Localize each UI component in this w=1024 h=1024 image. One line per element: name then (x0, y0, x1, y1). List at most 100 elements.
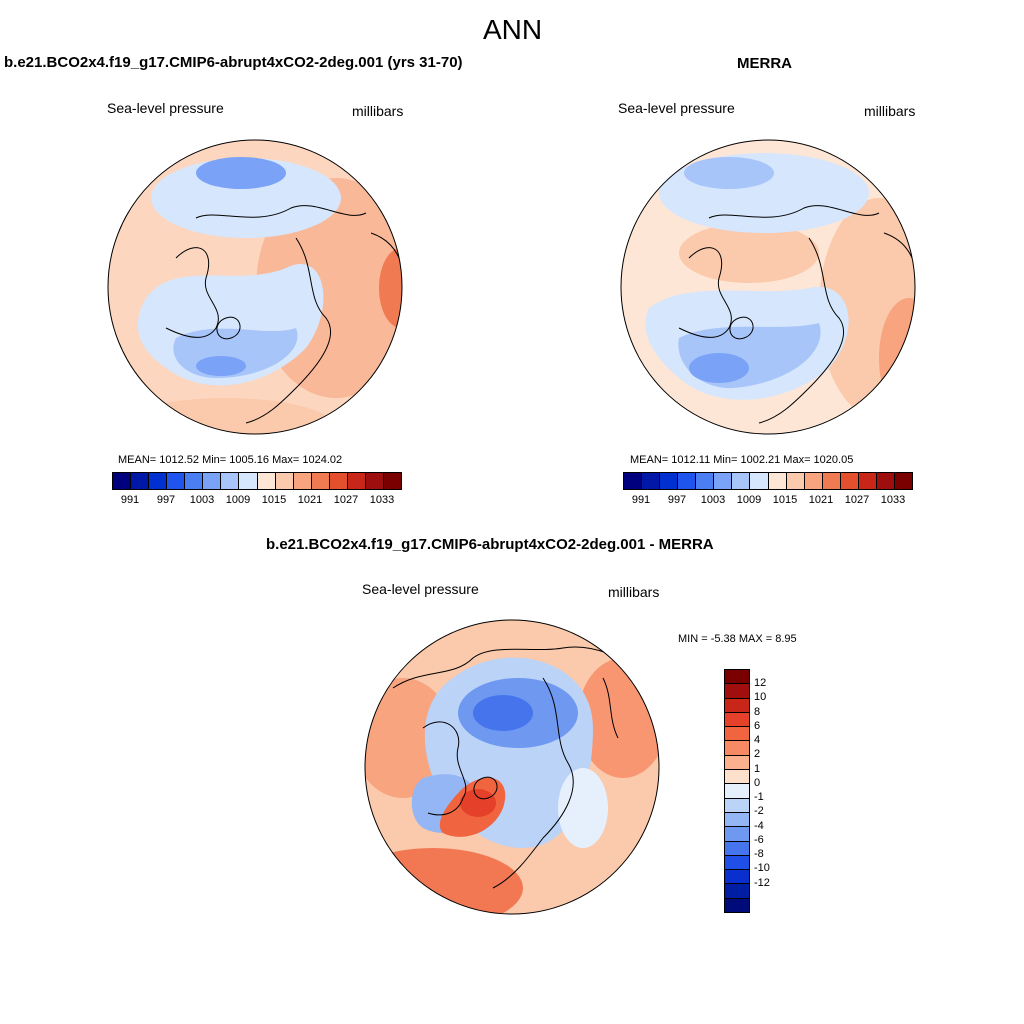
panel-2-units-label: millibars (864, 103, 916, 119)
panel-2-colorbar-swatch (750, 473, 769, 489)
panel-3-stats: MIN = -5.38 MAX = 8.95 (678, 633, 797, 645)
panel-2-colorbar-swatch (732, 473, 751, 489)
panel-3-colorbar-swatch (725, 684, 749, 699)
panel-2-colorbar-swatch (768, 473, 787, 489)
panel-2-colorbar-swatch (876, 473, 895, 489)
panel-2-colorbar-swatch (822, 473, 841, 489)
panel-3-colorbar-tick-label: 10 (754, 691, 767, 704)
panel-2-variable-label: Sea-level pressure (618, 100, 735, 116)
panel-3-colorbar-swatch (725, 727, 749, 742)
panel-3-colorbar-tick-label: 4 (754, 734, 761, 747)
panel-2-colorbar-swatch (642, 473, 661, 489)
panel-3-units-label: millibars (608, 584, 660, 600)
panel-3-colorbar-tick-label: 8 (754, 705, 761, 718)
panel-2-colorbar (623, 472, 913, 490)
panel-3-colorbar-swatch (725, 827, 749, 842)
panel-1-colorbar-tick-label: 991 (120, 494, 140, 506)
panel-3-colorbar-tick-label: -10 (754, 862, 770, 875)
panel-1-colorbar-swatch (131, 473, 150, 489)
panel-1-colorbar-swatch (365, 473, 384, 489)
panel-3-colorbar-tick-label: 12 (754, 677, 767, 690)
panel-3-colorbar-swatch (725, 841, 749, 856)
panel-1-polar-map (107, 139, 403, 435)
panel-2-title: MERRA (737, 55, 792, 72)
panel-3-colorbar-swatch (725, 812, 749, 828)
panel-3-colorbar-swatch (725, 698, 749, 713)
panel-3-colorbar-swatch (725, 741, 749, 756)
panel-2-colorbar-swatch (804, 473, 823, 489)
panel-3-colorbar (724, 669, 750, 913)
panel-3-title: b.e21.BCO2x4.f19_g17.CMIP6-abrupt4xCO2-2… (266, 536, 714, 553)
panel-1-title: b.e21.BCO2x4.f19_g17.CMIP6-abrupt4xCO2-2… (4, 54, 463, 71)
panel-2-colorbar-tick-label: 1033 (880, 494, 906, 506)
panel-3-colorbar-tick-label: 6 (754, 719, 761, 732)
panel-2-colorbar-swatch (696, 473, 715, 489)
panel-3-colorbar-swatch (725, 798, 749, 813)
panel-3-colorbar-swatch (725, 784, 749, 799)
panel-2-polar-map (620, 139, 916, 435)
panel-3-colorbar-swatch (725, 870, 749, 885)
panel-1-colorbar-swatch (203, 473, 222, 489)
panel-3-colorbar-tick-label: -12 (754, 876, 770, 889)
panel-1-colorbar-tick-label: 1021 (297, 494, 323, 506)
panel-2-colorbar-tick-label: 997 (667, 494, 687, 506)
panel-2-colorbar-tick-label: 1009 (736, 494, 762, 506)
panel-1-colorbar-ticks: 991 997 1003 1009 1015 1021 1027 1033 (112, 494, 400, 508)
panel-3-colorbar-ticks: 12 10 8 6 4 2 1 0 -1 -2 -4 -6 -8 -10 -12 (754, 669, 794, 911)
panel-3-colorbar-swatch (725, 898, 749, 913)
panel-1-units-label: millibars (352, 103, 404, 119)
panel-1-colorbar-swatch (113, 473, 132, 489)
panel-1-colorbar-tick-label: 1003 (189, 494, 215, 506)
panel-1-colorbar-tick-label: 1015 (261, 494, 287, 506)
panel-3-colorbar-swatch (725, 770, 749, 785)
panel-1-stats: MEAN= 1012.52 Min= 1005.16 Max= 1024.02 (118, 454, 343, 466)
panel-3-colorbar-tick-label: -4 (754, 819, 764, 832)
panel-1-colorbar-swatch (257, 473, 276, 489)
panel-2-stats: MEAN= 1012.11 Min= 1002.21 Max= 1020.05 (630, 454, 854, 466)
panel-3-colorbar-tick-label: -6 (754, 833, 764, 846)
panel-2-colorbar-swatch (714, 473, 733, 489)
panel-1-colorbar-swatch (167, 473, 186, 489)
panel-1-colorbar (112, 472, 402, 490)
panel-1-colorbar-tick-label: 1027 (333, 494, 359, 506)
panel-1-colorbar-swatch (221, 473, 240, 489)
panel-2-colorbar-swatch (840, 473, 859, 489)
panel-1-colorbar-swatch (275, 473, 294, 489)
panel-1-colorbar-tick-label: 1009 (225, 494, 251, 506)
panel-2-colorbar-tick-label: 1003 (700, 494, 726, 506)
panel-2-colorbar-swatch (660, 473, 679, 489)
panel-3-colorbar-swatch (725, 755, 749, 771)
panel-1-colorbar-swatch (383, 473, 401, 489)
panel-3-colorbar-tick-label: -1 (754, 791, 764, 804)
panel-3-colorbar-tick-label: -8 (754, 848, 764, 861)
figure-title: ANN (483, 14, 543, 45)
panel-1-colorbar-tick-label: 997 (156, 494, 176, 506)
panel-1-colorbar-swatch (347, 473, 366, 489)
panel-2-colorbar-tick-label: 1021 (808, 494, 834, 506)
panel-3-colorbar-swatch (725, 670, 749, 685)
panel-2-colorbar-ticks: 991 997 1003 1009 1015 1021 1027 1033 (623, 494, 911, 508)
panel-2-colorbar-swatch (858, 473, 877, 489)
panel-1-colorbar-tick-label: 1033 (369, 494, 395, 506)
panel-3-colorbar-swatch (725, 884, 749, 899)
panel-3-polar-map (364, 619, 660, 915)
panel-1-colorbar-swatch (239, 473, 258, 489)
panel-3-colorbar-tick-label: 2 (754, 748, 761, 761)
panel-3-colorbar-tick-label: -2 (754, 805, 764, 818)
panel-1-colorbar-swatch (311, 473, 330, 489)
panel-3-colorbar-tick-label: 1 (754, 762, 761, 775)
panel-2-colorbar-swatch (786, 473, 805, 489)
panel-2-colorbar-tick-label: 1015 (772, 494, 798, 506)
panel-2-colorbar-swatch (624, 473, 643, 489)
panel-3-colorbar-swatch (725, 855, 749, 871)
panel-3-colorbar-tick-label: 0 (754, 776, 761, 789)
panel-3-colorbar-swatch (725, 712, 749, 728)
panel-3-variable-label: Sea-level pressure (362, 581, 479, 597)
panel-1-colorbar-swatch (329, 473, 348, 489)
panel-2-colorbar-swatch (678, 473, 697, 489)
panel-1-colorbar-swatch (185, 473, 204, 489)
panel-2-colorbar-tick-label: 1027 (844, 494, 870, 506)
panel-1-variable-label: Sea-level pressure (107, 100, 224, 116)
panel-2-colorbar-tick-label: 991 (631, 494, 651, 506)
panel-1-colorbar-swatch (149, 473, 168, 489)
